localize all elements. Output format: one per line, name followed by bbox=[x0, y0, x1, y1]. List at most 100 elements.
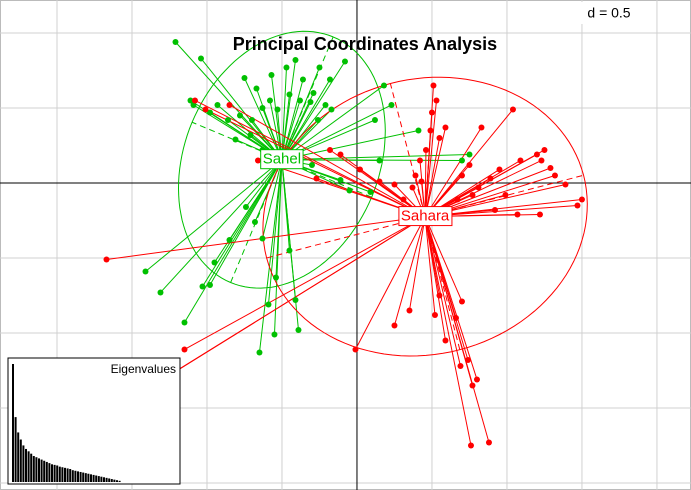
eigen-bar bbox=[95, 475, 98, 482]
eigen-bar bbox=[71, 470, 74, 482]
eigen-bar bbox=[90, 474, 92, 482]
group-label: Sahara bbox=[398, 206, 453, 227]
point bbox=[266, 97, 273, 104]
point bbox=[191, 97, 198, 104]
point bbox=[415, 127, 422, 134]
star-line bbox=[424, 216, 490, 443]
star-line bbox=[424, 216, 478, 380]
star-line bbox=[106, 216, 426, 260]
point bbox=[232, 136, 239, 143]
point bbox=[400, 196, 407, 203]
point bbox=[295, 326, 302, 333]
eigen-bar bbox=[116, 480, 118, 482]
point bbox=[458, 298, 465, 305]
point bbox=[380, 82, 387, 89]
point bbox=[259, 104, 266, 111]
star-line bbox=[261, 159, 283, 239]
point bbox=[452, 314, 459, 321]
star-line bbox=[258, 159, 283, 353]
point bbox=[211, 259, 218, 266]
point bbox=[418, 178, 425, 185]
point bbox=[296, 97, 303, 104]
eigen-bar bbox=[74, 470, 77, 482]
eigen-bar bbox=[97, 476, 100, 482]
point bbox=[253, 85, 260, 92]
eigen-bar bbox=[56, 465, 59, 482]
star-line bbox=[275, 159, 283, 278]
star-line bbox=[281, 67, 320, 160]
annotation-bg bbox=[578, 2, 640, 24]
point bbox=[467, 442, 474, 449]
point bbox=[391, 181, 398, 188]
star-line bbox=[424, 127, 446, 217]
chart-title: Principal Coordinates Analysis bbox=[233, 34, 497, 54]
eigen-bar bbox=[48, 463, 51, 482]
point bbox=[352, 346, 359, 353]
star-line bbox=[393, 216, 426, 326]
point bbox=[458, 172, 465, 179]
point bbox=[533, 151, 540, 158]
point bbox=[286, 247, 293, 254]
eigen-bar bbox=[118, 480, 121, 482]
point bbox=[388, 101, 395, 108]
star-line bbox=[229, 104, 426, 218]
point bbox=[436, 134, 443, 141]
group-label-box bbox=[398, 206, 453, 227]
star-line bbox=[244, 77, 283, 160]
point bbox=[314, 116, 321, 123]
point bbox=[376, 178, 383, 185]
eigen-bar bbox=[12, 364, 14, 482]
group-label-box bbox=[260, 149, 304, 170]
eigen-bar bbox=[40, 459, 43, 482]
point bbox=[496, 166, 503, 173]
point bbox=[466, 161, 473, 168]
point bbox=[308, 161, 315, 168]
inset-title: Eigenvalues bbox=[111, 362, 176, 376]
point bbox=[547, 164, 554, 171]
point bbox=[391, 322, 398, 329]
point bbox=[172, 38, 179, 45]
point bbox=[224, 116, 231, 123]
point bbox=[206, 281, 213, 288]
point bbox=[292, 296, 299, 303]
eigen-bar bbox=[110, 479, 113, 482]
ellipse-axis bbox=[191, 121, 372, 198]
star-line bbox=[281, 129, 419, 161]
point bbox=[551, 172, 558, 179]
point bbox=[409, 184, 416, 191]
point bbox=[509, 106, 516, 113]
star-line bbox=[424, 216, 461, 367]
point bbox=[206, 109, 213, 116]
ellipse-axis bbox=[389, 83, 461, 350]
point bbox=[464, 356, 471, 363]
point bbox=[242, 203, 249, 210]
eigen-bar bbox=[22, 445, 25, 482]
point bbox=[433, 97, 440, 104]
eigen-bar bbox=[43, 460, 46, 482]
point bbox=[454, 196, 461, 203]
point bbox=[536, 211, 543, 218]
point bbox=[371, 116, 378, 123]
star-line bbox=[184, 159, 283, 323]
point bbox=[341, 58, 348, 65]
point bbox=[487, 175, 494, 182]
point bbox=[181, 346, 188, 353]
star-line bbox=[355, 216, 426, 350]
star-line bbox=[145, 159, 283, 272]
eigen-bar bbox=[84, 473, 87, 482]
star-line bbox=[184, 216, 426, 350]
star-line bbox=[160, 159, 283, 293]
star-line bbox=[205, 109, 426, 218]
point bbox=[541, 146, 548, 153]
group-label: Sahel bbox=[260, 149, 304, 170]
eigen-bar bbox=[14, 417, 17, 482]
point bbox=[326, 76, 333, 83]
star-line bbox=[281, 153, 470, 161]
eigen-bar bbox=[32, 456, 35, 482]
point bbox=[485, 439, 492, 446]
point bbox=[328, 106, 335, 113]
point bbox=[517, 157, 524, 164]
point bbox=[286, 91, 293, 98]
point bbox=[272, 274, 279, 281]
star-line bbox=[175, 41, 283, 161]
